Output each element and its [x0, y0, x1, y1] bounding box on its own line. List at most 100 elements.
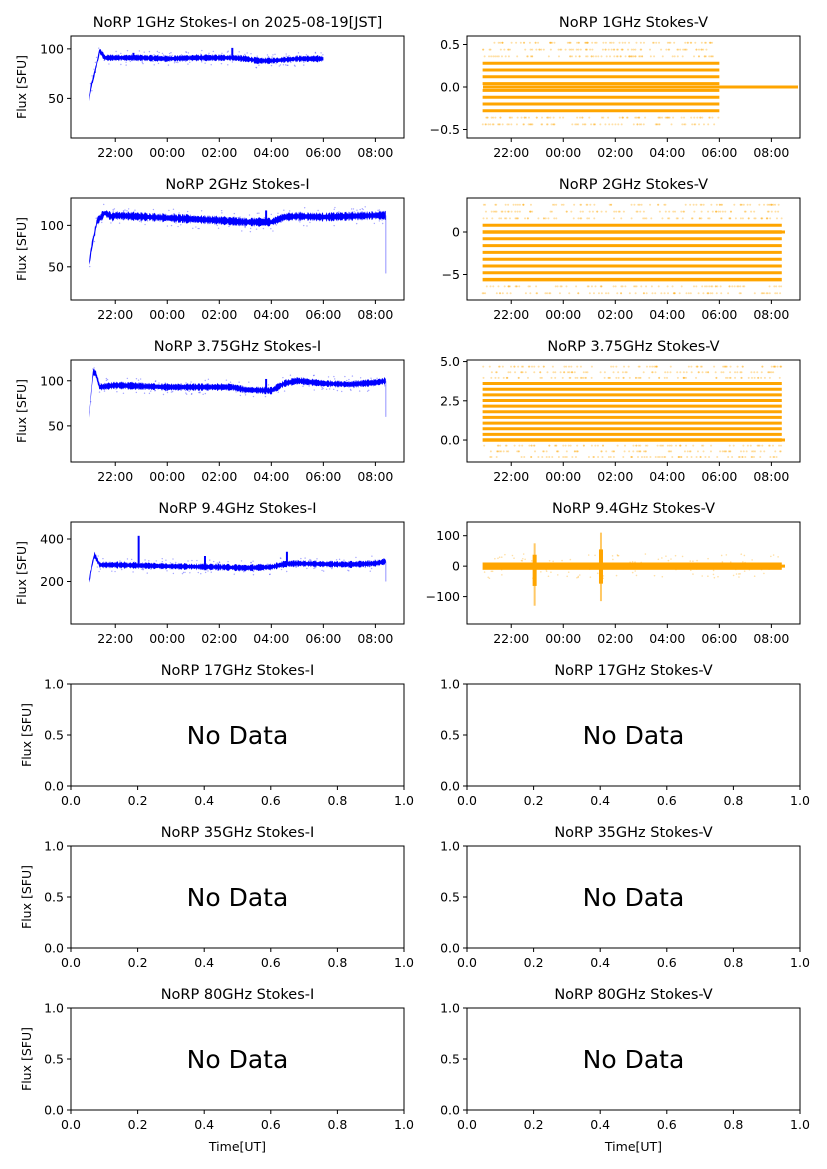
data-point	[741, 365, 744, 368]
data-point	[505, 450, 508, 453]
data-point	[148, 560, 150, 562]
data-point	[774, 365, 777, 368]
data-point	[137, 385, 139, 388]
data-point	[738, 455, 741, 458]
data-point	[162, 393, 165, 396]
data-point	[252, 570, 255, 573]
data-point	[671, 455, 674, 458]
data-point	[196, 567, 198, 570]
data-point	[542, 450, 545, 453]
data-point	[631, 571, 634, 574]
data-point	[576, 444, 579, 447]
data-point	[665, 376, 668, 379]
data-point	[530, 455, 533, 458]
data-point	[578, 55, 581, 58]
data-point	[280, 568, 283, 571]
y-tick-label: 2.5	[440, 393, 460, 408]
data-point	[715, 210, 718, 213]
data-point	[602, 575, 605, 577]
axes-frame	[466, 521, 801, 625]
y-axis-label: Flux [SFU]	[19, 865, 34, 929]
data-point	[617, 563, 620, 565]
data-point	[635, 285, 638, 288]
data-point	[613, 210, 616, 213]
data-point	[116, 566, 118, 569]
data-point	[170, 52, 172, 54]
data-point	[286, 570, 288, 573]
data-point	[522, 203, 525, 206]
data-point	[570, 48, 573, 51]
data-point	[700, 48, 703, 51]
x-tick-label: 08:00	[357, 469, 393, 484]
data-point	[741, 455, 744, 458]
data-point	[610, 203, 613, 206]
data-point	[187, 218, 189, 220]
data-point	[549, 210, 552, 213]
data-point	[620, 123, 623, 126]
data-point	[529, 48, 532, 51]
data-point	[507, 285, 510, 288]
data-point	[481, 292, 484, 295]
data-point	[697, 55, 700, 58]
data-point	[777, 210, 780, 213]
data-point	[615, 210, 618, 213]
data-point	[768, 376, 771, 379]
data-point	[661, 116, 664, 119]
data-point	[704, 55, 707, 58]
data-point	[198, 565, 201, 567]
data-point	[504, 553, 506, 556]
data-point	[567, 571, 570, 574]
data-point	[303, 64, 305, 66]
data-point	[540, 123, 543, 126]
data-point	[271, 56, 273, 58]
data-point	[303, 382, 305, 384]
data-point	[126, 383, 129, 386]
data-point	[141, 568, 143, 570]
data-point	[763, 203, 766, 206]
data-point	[346, 379, 348, 382]
data-point	[565, 455, 568, 458]
data-point	[181, 572, 184, 575]
data-point	[285, 55, 287, 57]
data-point	[522, 123, 525, 126]
data-point	[675, 568, 677, 571]
data-point	[590, 55, 593, 58]
data-point	[316, 558, 318, 560]
data-point	[306, 225, 308, 227]
data-point	[716, 455, 719, 458]
data-point	[257, 57, 260, 59]
data-point	[729, 376, 732, 379]
data-point	[291, 560, 293, 562]
data-point	[644, 450, 647, 453]
data-point	[171, 219, 173, 221]
data-point	[639, 376, 642, 379]
data-point	[743, 285, 746, 288]
data-point	[491, 123, 494, 126]
data-point	[708, 285, 711, 288]
data-point	[105, 377, 108, 380]
data-point	[522, 41, 525, 44]
data-point	[571, 371, 574, 374]
data-point	[242, 568, 245, 570]
data-point	[673, 292, 676, 295]
data-point	[694, 41, 697, 44]
data-point	[739, 285, 742, 288]
data-point	[544, 292, 547, 295]
data-point	[201, 49, 203, 52]
data-point	[218, 566, 221, 569]
data-point	[638, 55, 641, 58]
data-point	[585, 376, 588, 379]
data-point	[611, 450, 614, 453]
data-point	[636, 450, 639, 453]
data-point	[676, 48, 679, 51]
data-point	[498, 292, 501, 295]
data-point	[638, 116, 641, 119]
data-point	[729, 210, 732, 213]
data-point	[335, 216, 338, 218]
data-point	[250, 561, 252, 564]
data-point	[673, 292, 676, 295]
data-point	[680, 210, 683, 213]
data-point	[634, 55, 637, 58]
y-tick-label: 0.0	[44, 779, 64, 794]
